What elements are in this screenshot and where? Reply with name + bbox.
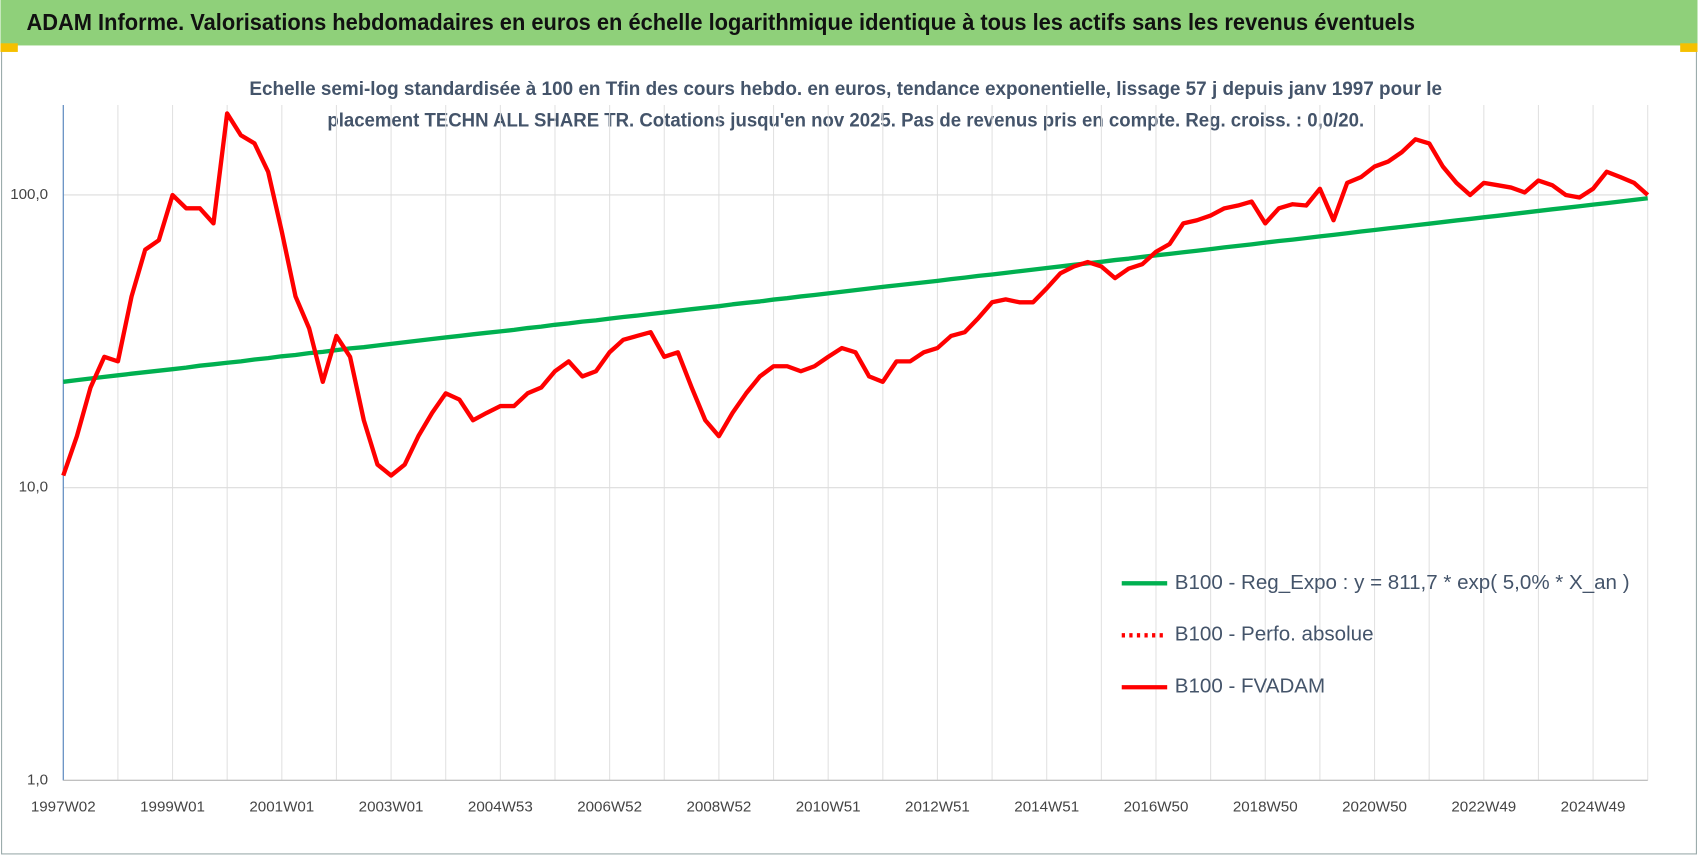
x-tick-label: 1997W02 — [31, 798, 96, 815]
y-tick-label: 1,0 — [27, 771, 48, 788]
x-tick-label: 2001W01 — [249, 798, 314, 815]
x-tick-label: 2006W52 — [577, 798, 642, 815]
legend-label: B100 - Perfo. absolue — [1175, 623, 1374, 646]
x-tick-label: 2018W50 — [1233, 798, 1298, 815]
corner-mark — [0, 43, 18, 52]
x-tick-label: 2024W49 — [1561, 798, 1626, 815]
y-tick-label: 10,0 — [19, 479, 48, 496]
data-line — [61, 111, 1650, 478]
x-tick-label: 2012W51 — [905, 798, 970, 815]
data-line — [62, 196, 1648, 384]
x-tick-label: 2022W49 — [1451, 798, 1516, 815]
x-tick-label: 2020W50 — [1342, 798, 1407, 815]
x-tick-label: 2004W53 — [468, 798, 533, 815]
x-tick-label: 2003W01 — [359, 798, 424, 815]
chart-subtitle: Echelle semi-log standardisée à 100 en T… — [249, 78, 1442, 100]
x-tick-label: 2008W52 — [686, 798, 751, 815]
x-tick-label: 1999W01 — [140, 798, 205, 815]
header-bar — [0, 0, 1698, 46]
x-tick-label: 2014W51 — [1014, 798, 1079, 815]
corner-mark — [1680, 43, 1698, 52]
legend-label: B100 - Reg_Expo : y = 811,7 * exp( 5,0% … — [1175, 571, 1630, 594]
x-tick-label: 2016W50 — [1124, 798, 1189, 815]
chart-title: ADAM Informe. Valorisations hebdomadaire… — [26, 9, 1415, 35]
y-tick-label: 100,0 — [10, 186, 48, 203]
chart-subtitle: placement TECHN ALL SHARE TR. Cotations … — [327, 109, 1364, 131]
legend-label: B100 - FVADAM — [1175, 675, 1325, 698]
x-tick-label: 2010W51 — [796, 798, 861, 815]
